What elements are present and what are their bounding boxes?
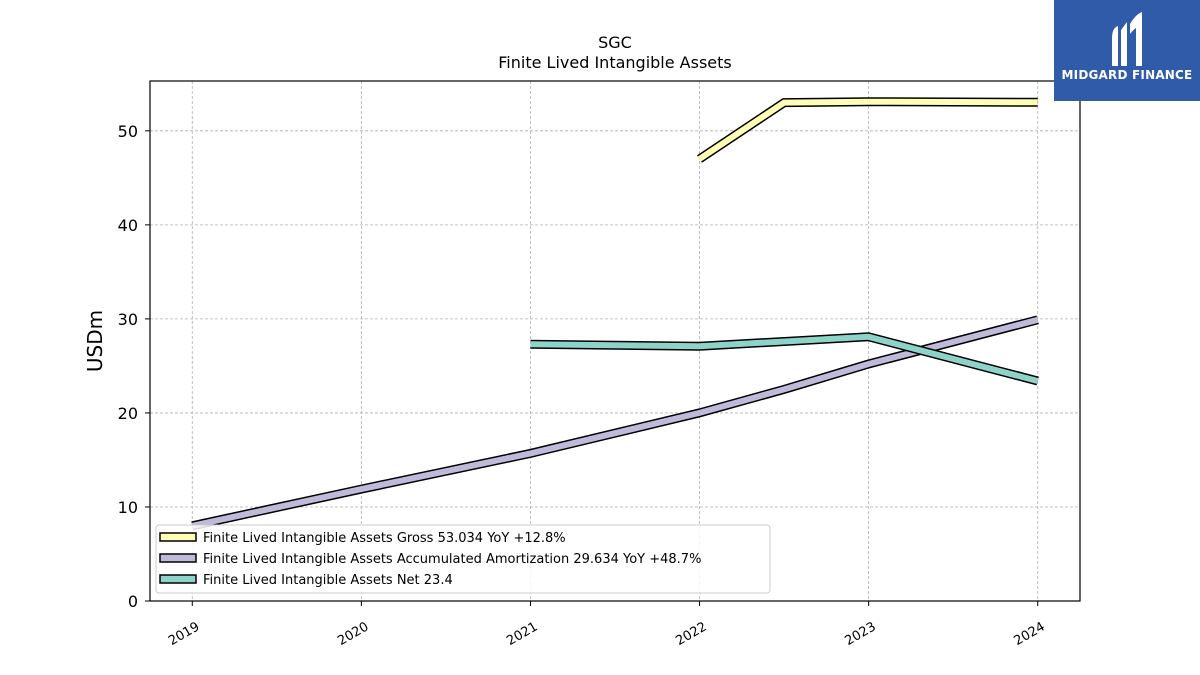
- y-tick-label: 0: [128, 592, 138, 611]
- series-layer: [191, 97, 1039, 531]
- chart-subtitle: Finite Lived Intangible Assets: [498, 53, 731, 72]
- x-tick-label: 2019: [166, 619, 202, 649]
- plot-frame: [149, 80, 1081, 602]
- legend-swatch: [159, 532, 197, 542]
- y-axis-label: USDm: [83, 310, 107, 372]
- x-axis: 2019 2020 2021 2022 2023 2024: [166, 601, 1048, 649]
- legend-swatch: [159, 553, 197, 563]
- y-axis: 0 10 20 30 40 50: [118, 122, 150, 611]
- grid: [150, 81, 1080, 602]
- legend-entry: Finite Lived Intangible Assets Net 23.4: [203, 573, 453, 588]
- legend: Finite Lived Intangible Assets Gross 53.…: [155, 524, 771, 594]
- chart-title: SGC: [598, 33, 632, 52]
- legend-entry: Finite Lived Intangible Assets Accumulat…: [203, 552, 701, 567]
- x-tick-label: 2023: [842, 619, 878, 649]
- y-tick-label: 40: [118, 216, 138, 235]
- y-tick-label: 20: [118, 404, 138, 423]
- x-tick-label: 2021: [504, 619, 540, 649]
- series-line-1: [697, 97, 1038, 163]
- legend-swatch: [159, 574, 197, 584]
- legend-box: [155, 524, 771, 594]
- legend-entry: Finite Lived Intangible Assets Gross 53.…: [203, 531, 566, 546]
- y-tick-label: 50: [118, 122, 138, 141]
- x-tick-label: 2024: [1012, 619, 1048, 649]
- x-tick-label: 2020: [335, 619, 371, 649]
- x-tick-label: 2022: [673, 619, 709, 649]
- logo-mark-icon: [1112, 12, 1142, 66]
- series-line-3: [530, 332, 1039, 386]
- series-line-2: [191, 315, 1039, 531]
- y-tick-label: 30: [118, 310, 138, 329]
- brand-logo: MIDGARD FINANCE: [1054, 0, 1200, 101]
- y-tick-label: 10: [118, 498, 138, 517]
- logo-text: MIDGARD FINANCE: [1061, 68, 1193, 82]
